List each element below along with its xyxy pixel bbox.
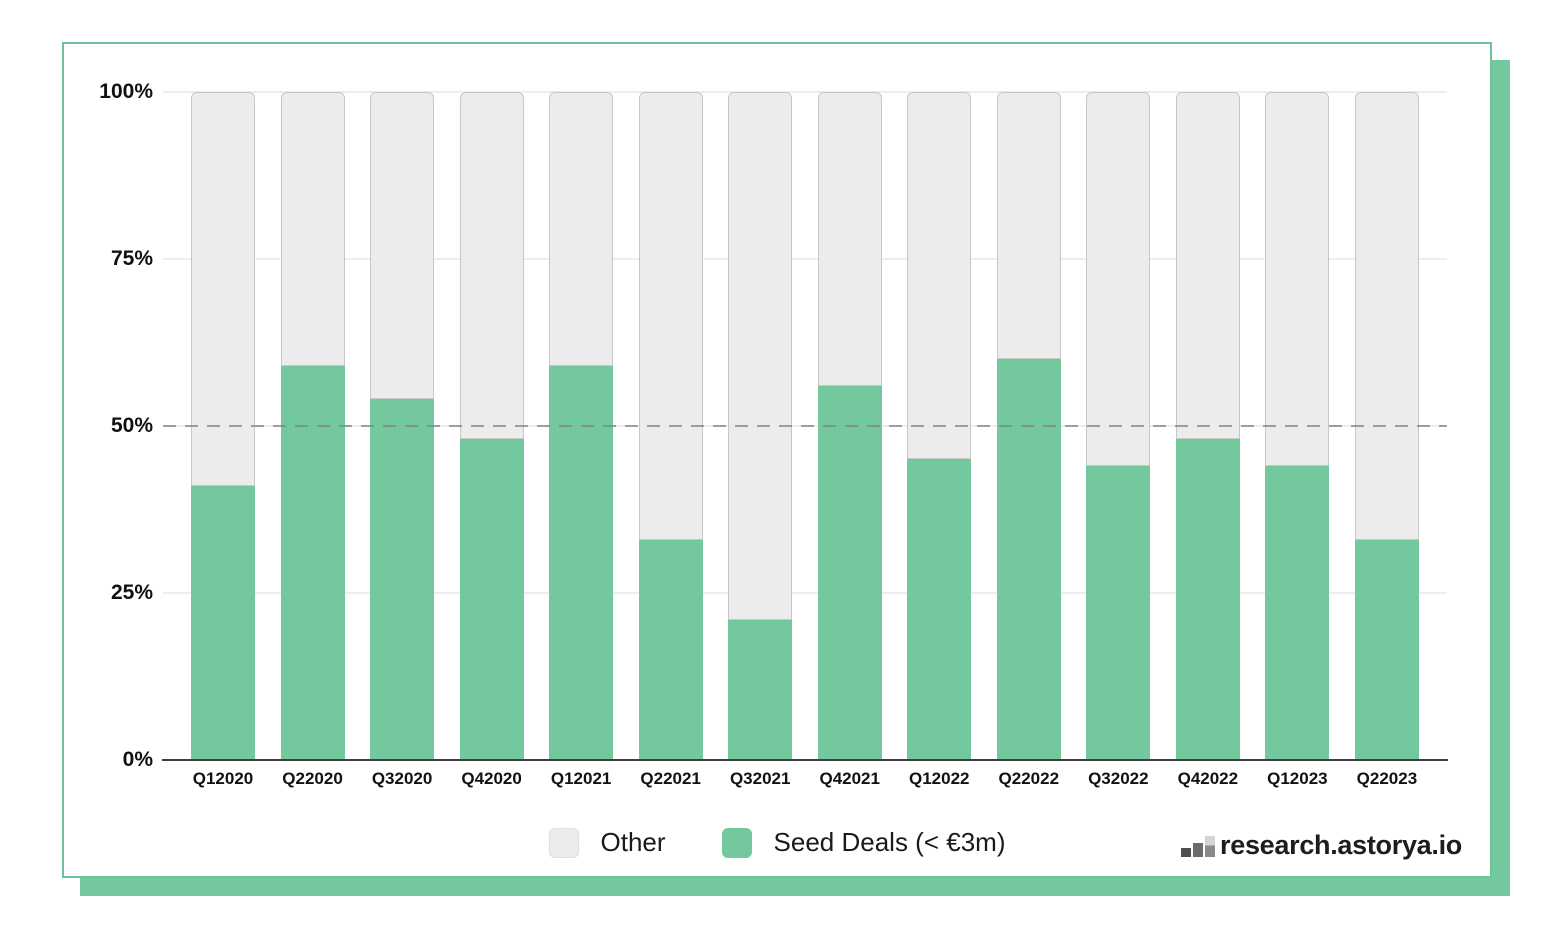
x-tick-label: Q32021 [729, 769, 791, 788]
segment-seed-deals [1175, 439, 1240, 760]
y-tick-label: 75% [110, 247, 153, 270]
x-axis-line [162, 758, 1448, 761]
bar-q32022 [1086, 92, 1151, 760]
segment-other [638, 92, 703, 540]
x-tick-label: Q22021 [640, 769, 701, 788]
segment-other [459, 92, 524, 440]
segment-other [817, 92, 882, 386]
bar-q22023 [1354, 92, 1419, 760]
y-axis-labels: 100% 75% 50% 25% 0% [65, 80, 165, 771]
segment-other [1265, 92, 1330, 467]
plot-area: 100% 75% 50% 25% 0% Q12020 Q22020 Q32020 Q42020… [99, 80, 1448, 788]
bar-q22021 [638, 92, 703, 760]
bar-q42020 [459, 92, 524, 760]
reference-line-50 [163, 425, 1447, 427]
bar-q32021 [728, 92, 793, 760]
legend: Other Seed Deals (< €3m) [64, 827, 1490, 858]
bar-chart-icon [1181, 836, 1216, 861]
legend-item-other: Other [548, 827, 666, 858]
x-tick-label: Q12021 [550, 769, 612, 788]
segment-other [370, 92, 435, 400]
segment-seed-deals [280, 365, 345, 760]
x-tick-label: Q22022 [998, 769, 1060, 788]
segment-seed-deals [638, 539, 703, 760]
bar-q12022 [907, 92, 972, 760]
segment-seed-deals [459, 439, 524, 760]
segment-other [1354, 92, 1419, 540]
gridline [163, 592, 1447, 594]
y-tick-label: 25% [110, 581, 153, 604]
segment-other [996, 92, 1061, 360]
brand: research.astorya.io [1181, 830, 1462, 861]
x-axis-labels: Q12020 Q22020 Q32020 Q42020 Q12021 Q22021 Q320… [165, 769, 1445, 789]
x-tick-label: Q32020 [371, 769, 433, 788]
segment-other [1086, 92, 1151, 467]
x-tick-label: Q42021 [819, 769, 880, 788]
legend-swatch-other [548, 827, 579, 858]
legend-label-seed-deals: Seed Deals (< €3m) [773, 827, 1006, 857]
x-tick-label: Q42020 [461, 769, 522, 788]
segment-other [191, 92, 255, 487]
segment-other [1175, 92, 1240, 440]
x-tick-label: Q22023 [1356, 769, 1418, 788]
segment-seed-deals [907, 459, 972, 760]
segment-other [728, 92, 793, 620]
bar-q42022 [1175, 92, 1240, 760]
segment-seed-deals [1265, 466, 1330, 760]
segment-seed-deals [728, 619, 793, 760]
bar-q12021 [549, 92, 614, 760]
bar-q12020 [191, 92, 255, 760]
gridline [163, 91, 1447, 93]
bar-q32020 [370, 92, 435, 760]
legend-item-seed-deals: Seed Deals (< €3m) [721, 827, 1006, 858]
bar-q12023 [1265, 92, 1330, 760]
segment-other [549, 92, 614, 366]
segment-seed-deals [817, 385, 882, 760]
x-tick-label: Q42022 [1177, 769, 1239, 788]
y-tick-label: 0% [122, 748, 153, 771]
x-tick-label: Q22020 [282, 769, 343, 788]
segment-other [907, 92, 972, 460]
y-tick-label: 50% [110, 414, 153, 437]
legend-label-other: Other [600, 827, 666, 857]
x-tick-label: Q12023 [1267, 769, 1328, 788]
legend-swatch-seed-deals [721, 827, 752, 858]
x-tick-label: Q12022 [909, 769, 970, 788]
segment-seed-deals [191, 486, 255, 760]
bar-q42021 [817, 92, 882, 760]
chart-card: 100% 75% 50% 25% 0% Q12020 Q22020 Q32020 Q42020… [62, 42, 1492, 878]
segment-seed-deals [370, 399, 435, 760]
segment-seed-deals [1086, 466, 1151, 760]
gridline [163, 258, 1447, 260]
bar-q22020 [280, 92, 345, 760]
segment-seed-deals [1354, 539, 1419, 760]
segment-other [280, 92, 345, 366]
segment-seed-deals [996, 359, 1061, 760]
bars [165, 92, 1445, 760]
brand-text: research.astorya.io [1220, 830, 1462, 860]
y-tick-label: 100% [99, 80, 153, 103]
x-tick-label: Q32022 [1088, 769, 1149, 788]
segment-seed-deals [549, 365, 614, 760]
x-tick-label: Q12020 [192, 769, 254, 788]
